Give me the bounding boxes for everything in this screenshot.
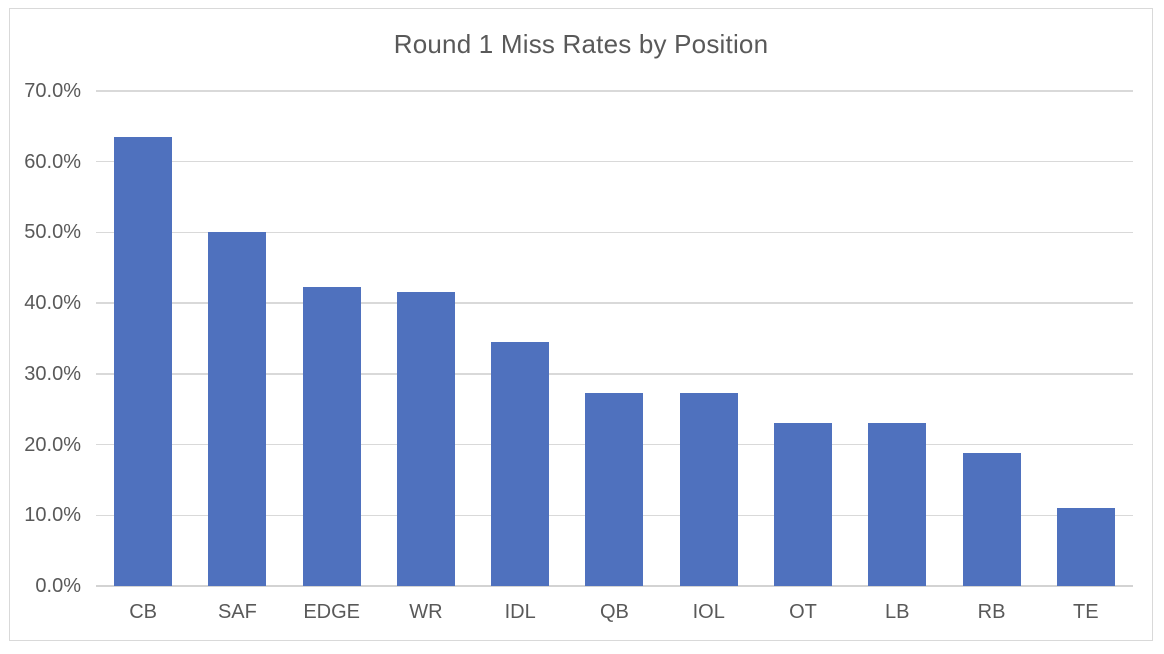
x-tick-label-saf: SAF: [217, 601, 257, 623]
x-tick-label-rb: RB: [977, 601, 1006, 623]
x-tick-label-cb: CB: [129, 601, 158, 623]
x-tick-label-qb: QB: [600, 601, 629, 623]
plot-area: [96, 90, 1133, 587]
bar-slot-rb: [944, 91, 1038, 586]
x-tick-label-edge: EDGE: [303, 601, 360, 623]
gridline-40.0%: [96, 302, 1133, 304]
y-tick-label-70.0%: 70.0%: [24, 80, 81, 102]
bar-slot-te: [1039, 91, 1133, 586]
bar-slot-edge: [285, 91, 379, 586]
gridline-60.0%: [96, 160, 1133, 163]
y-tick-label-0.0%: 0.0%: [35, 575, 81, 597]
bar-saf: [208, 232, 267, 586]
gridline-30.0%: [96, 373, 1133, 375]
bar-slot-lb: [850, 91, 944, 586]
x-axis-line: [96, 585, 1133, 587]
bars-row: [96, 91, 1133, 586]
bar-edge: [302, 286, 361, 586]
bar-slot-iol: [662, 91, 756, 586]
x-tick-label-te: TE: [1073, 601, 1099, 623]
bar-te: [1056, 507, 1115, 586]
bar-rb: [962, 453, 1021, 586]
bar-wr: [396, 291, 455, 586]
y-axis: 0.0% 10.0% 20.0% 30.0% 40.0% 50.0% 60.0% 70.0%: [10, 9, 81, 642]
y-tick-label-30.0%: 30.0%: [24, 362, 81, 385]
bar-ot: [773, 422, 832, 586]
bar-slot-idl: [473, 91, 567, 586]
bar-cb: [114, 136, 173, 586]
bar-iol: [679, 392, 738, 586]
gridline-70.0%: [96, 90, 1133, 92]
chart-title: Round 1 Miss Rates by Position: [393, 29, 769, 59]
gridline-50.0%: [96, 231, 1133, 234]
y-tick-label-50.0%: 50.0%: [24, 221, 81, 244]
x-tick-label-wr: WR: [409, 601, 443, 623]
y-tick-label-20.0%: 20.0%: [24, 433, 81, 456]
y-tick-label-40.0%: 40.0%: [24, 292, 81, 315]
bar-lb: [868, 422, 927, 586]
bar-slot-cb: [96, 91, 190, 586]
x-axis: CB SAF EDGE WR IDL QB IOL OT LB RB TE: [96, 601, 1133, 623]
chart-canvas: Round 1 Miss Rates by Position 0.0% 10.0%…: [9, 8, 1153, 641]
y-tick-label-60.0%: 60.0%: [24, 150, 81, 173]
x-tick-label-idl: IDL: [504, 601, 536, 623]
x-tick-label-ot: OT: [789, 601, 817, 623]
y-tick-label-10.0%: 10.0%: [24, 504, 81, 527]
x-tick-label-lb: LB: [885, 601, 910, 623]
bar-slot-ot: [756, 91, 850, 586]
bar-idl: [491, 342, 550, 586]
bar-slot-wr: [379, 91, 473, 586]
x-tick-label-iol: IOL: [692, 601, 725, 623]
bar-slot-qb: [567, 91, 661, 586]
bar-qb: [585, 392, 644, 586]
bar-slot-saf: [190, 91, 284, 586]
